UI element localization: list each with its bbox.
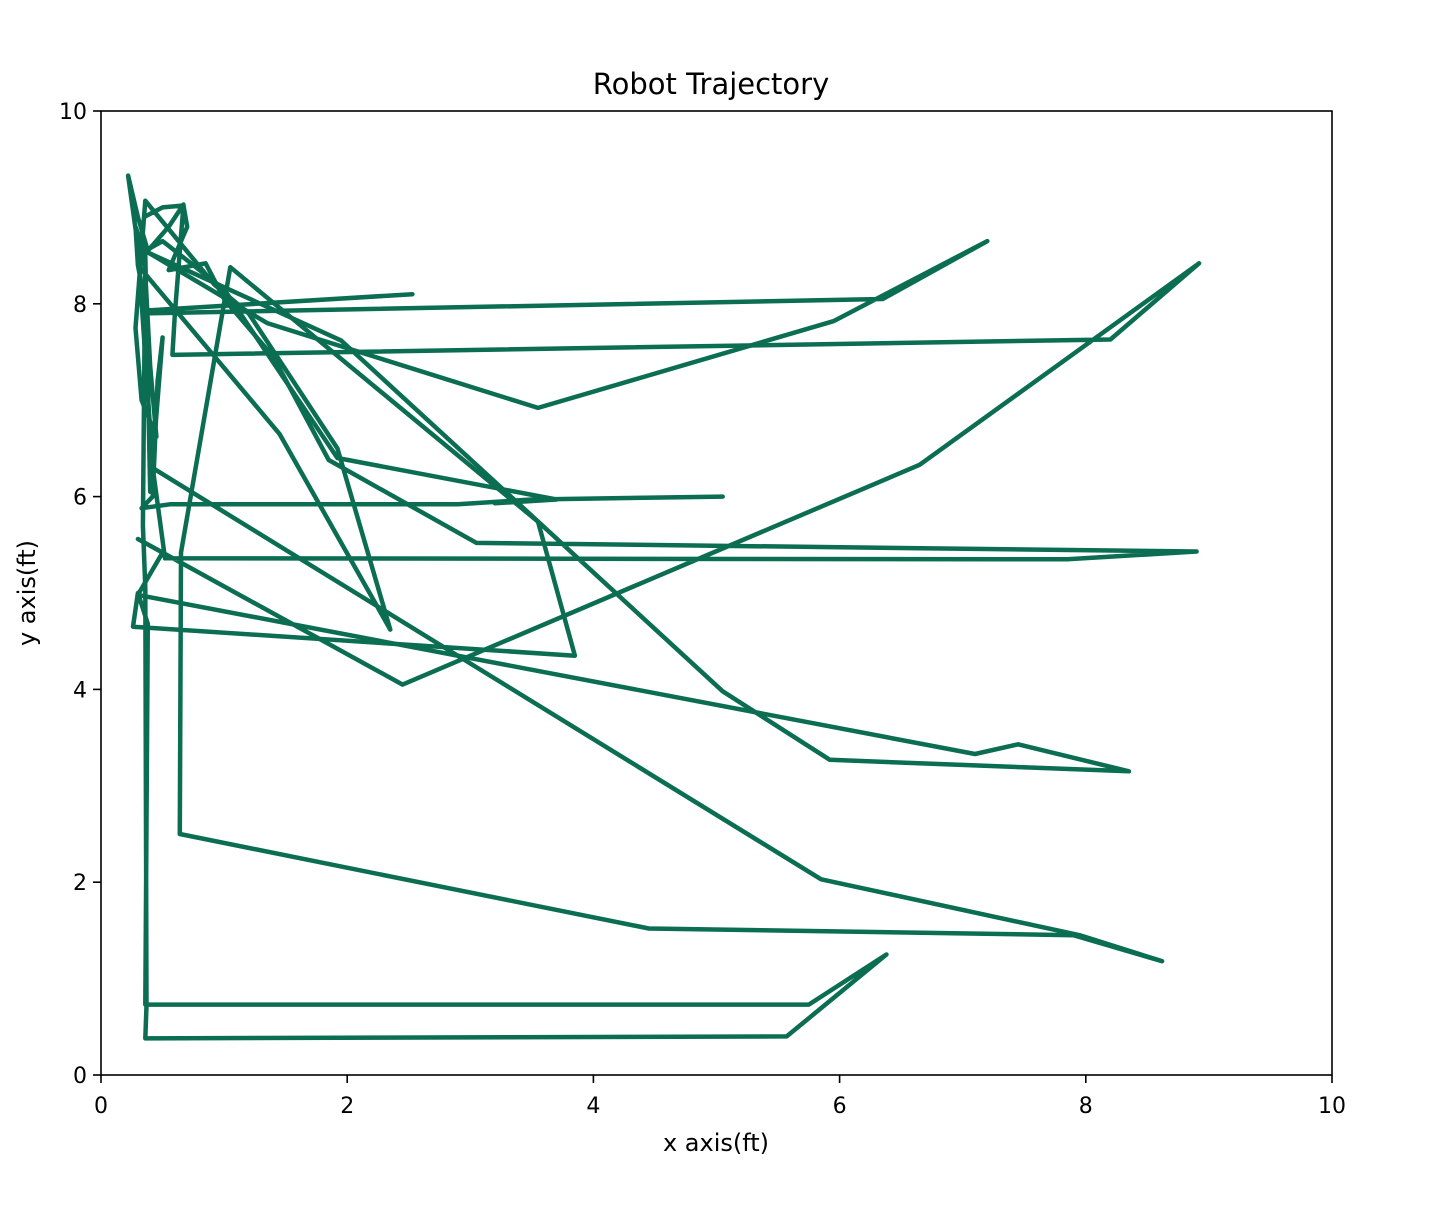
y-tick-label: 10 <box>59 100 87 125</box>
y-tick-label: 6 <box>73 486 87 511</box>
y-tick-label: 4 <box>73 678 87 703</box>
x-tick-label: 4 <box>586 1094 600 1119</box>
x-tick-label: 8 <box>1079 1094 1093 1119</box>
trajectory-line-1 <box>125 173 1202 774</box>
x-tick-label: 2 <box>340 1094 354 1119</box>
x-tick-label: 0 <box>94 1094 108 1119</box>
trajectory-lines <box>125 173 1202 1041</box>
x-axis-title: x axis(ft) <box>663 1129 769 1157</box>
chart-title: Robot Trajectory <box>593 67 830 101</box>
trajectory-line-2 <box>130 238 1165 1041</box>
y-tick-label: 8 <box>73 293 87 318</box>
x-tick-label: 10 <box>1318 1094 1346 1119</box>
y-axis-title: y axis(ft) <box>13 540 41 646</box>
plot-frame <box>100 110 1333 1076</box>
y-tick-label: 0 <box>73 1064 87 1089</box>
y-tick-label: 2 <box>73 871 87 896</box>
trajectory-line-3 <box>143 238 990 411</box>
x-tick-label: 6 <box>833 1094 847 1119</box>
x-axis-ticks: 0 2 4 6 8 10 <box>94 1075 1346 1119</box>
y-axis-ticks: 0 2 4 6 8 10 <box>59 100 101 1089</box>
